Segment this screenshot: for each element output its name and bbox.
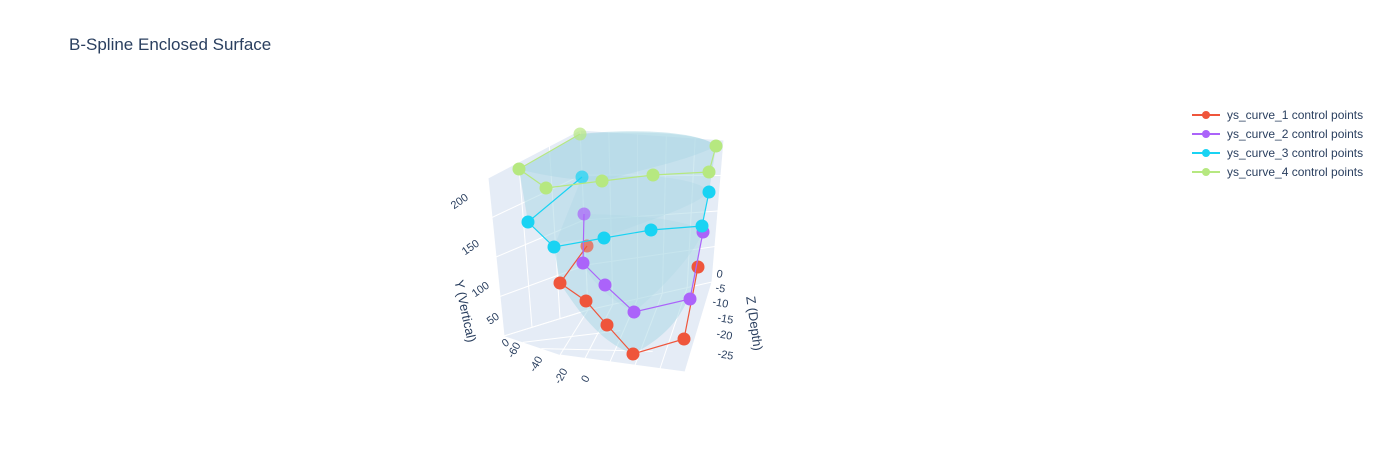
z-tick-label: -25 [716, 348, 734, 363]
legend-item-label: ys_curve_3 control points [1227, 146, 1363, 160]
legend-item-label: ys_curve_1 control points [1227, 108, 1363, 122]
series-2-point [627, 305, 641, 319]
series-4-point [646, 168, 660, 182]
legend-swatch-marker [1202, 149, 1210, 157]
series-2-point [598, 278, 612, 292]
y-tick-label: 150 [460, 238, 482, 258]
series-4-point [512, 162, 526, 176]
z-tick-label: -15 [716, 312, 734, 327]
series-3-point [597, 231, 611, 245]
series-3-point [695, 219, 709, 233]
series-2-point [577, 207, 591, 221]
y-tick-label: 50 [485, 311, 502, 328]
series-2-point [683, 292, 697, 306]
z-tick-label: -10 [711, 296, 729, 311]
y-tick-label: 100 [470, 280, 492, 300]
x-tick-label: 0 [579, 374, 592, 385]
grid-line-back-v [711, 139, 725, 283]
series-3-point [702, 185, 716, 199]
grid-line-floor-v [684, 281, 713, 373]
z-tick-label: -20 [715, 328, 733, 343]
x-tick-label: -40 [527, 355, 545, 375]
series-4-point [595, 174, 609, 188]
grid-line-floor-v [559, 309, 589, 356]
surface-body [519, 131, 716, 354]
chart-title: B-Spline Enclosed Surface [69, 35, 271, 54]
z-tick-label: -5 [714, 282, 726, 296]
series-1-point [677, 332, 691, 346]
z-tick-label: 0 [715, 268, 723, 281]
legend-item-label: ys_curve_2 control points [1227, 127, 1363, 141]
series-1-point [579, 294, 593, 308]
series-2-point [576, 256, 590, 270]
z-axis-title: Z (Depth) [743, 295, 765, 351]
legend: ys_curve_1 control points ys_curve_2 cont… [1192, 108, 1363, 179]
grid-line-left [487, 129, 581, 179]
series-4-point [702, 165, 716, 179]
series-3-point [644, 223, 658, 237]
grid-line-left-v [487, 177, 505, 337]
series-3-point [547, 240, 561, 254]
grid-line-floor [503, 309, 589, 337]
legend-item-label: ys_curve_4 control points [1227, 165, 1363, 179]
series-3-point [521, 215, 535, 229]
surface-section-3 [554, 175, 709, 247]
series-line-2 [582, 213, 704, 313]
series-1-point [600, 318, 614, 332]
surface-section-2 [583, 214, 703, 312]
x-tick-label: -20 [552, 367, 570, 387]
grid-line-left-v [518, 161, 533, 328]
series-1-point [691, 260, 705, 274]
series-1-point [553, 276, 567, 290]
grid-line-floor [559, 354, 686, 373]
series-4-point [709, 139, 723, 153]
legend-swatch-marker [1202, 111, 1210, 119]
surface-top-cap [519, 132, 716, 181]
legend-swatch-marker [1202, 168, 1210, 176]
series-3-point [575, 170, 589, 184]
legend-swatch-marker [1202, 130, 1210, 138]
series-1-point [626, 347, 640, 361]
y-tick-label: 0 [500, 337, 512, 350]
series-4-point [573, 127, 587, 141]
y-tick-label: 200 [449, 192, 471, 212]
series-4-point [539, 181, 553, 195]
